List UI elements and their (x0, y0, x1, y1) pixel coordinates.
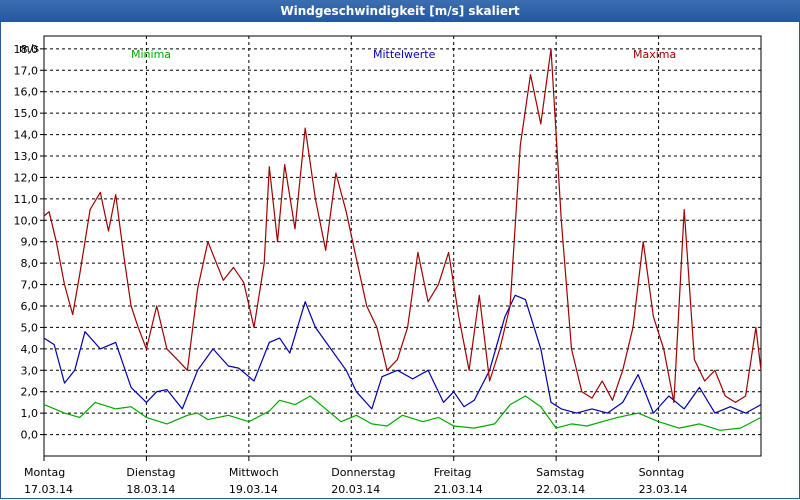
day-date-label: 22.03.14 (536, 483, 585, 496)
day-date-label: 21.03.14 (434, 483, 483, 496)
series-lines (43, 48, 762, 431)
day-date-label: 19.03.14 (229, 483, 278, 496)
y-tick-labels: 0,0 1,0 2,0 3,0 4,0 5,0 6,0 7,0 8,0 9,0 10,0 11,0 12… (14, 43, 39, 442)
y-tick-label: 1,0 (21, 407, 39, 420)
y-tick-label: 16,0 (14, 86, 39, 99)
day-name-label: Dienstag (126, 466, 175, 479)
day-name-label: Mittwoch (229, 466, 279, 479)
y-tick-label: 10,0 (14, 214, 39, 227)
day-date-label: 20.03.14 (331, 483, 380, 496)
day-name-label: Freitag (434, 466, 472, 479)
day-date-label: 23.03.14 (639, 483, 688, 496)
y-tick-label: 11,0 (14, 193, 39, 206)
day-labels: Montag 17.03.14 Dienstag 18.03.14 Mittwoch 19… (24, 466, 688, 496)
y-tick-label: 5,0 (21, 321, 39, 334)
legend-minima: Minima (131, 48, 172, 61)
chart-svg: 0,0 1,0 2,0 3,0 4,0 5,0 6,0 7,0 8,0 9,0 10,0 11,0 12… (14, 35, 762, 496)
chart-title: Windgeschwindigkeit [m/s] skaliert (0, 0, 800, 22)
series-line-maxima (43, 48, 762, 403)
legend-mittelwerte: Mittelwerte (373, 48, 436, 61)
y-tick-label: 8,0 (21, 257, 39, 270)
day-name-label: Sonntag (639, 466, 685, 479)
day-name-label: Samstag (536, 466, 584, 479)
y-tick-label: 2,0 (21, 386, 39, 399)
y-tick-label: 4,0 (21, 343, 39, 356)
y-tick-label: 0,0 (21, 429, 39, 442)
y-tick-label: 17,0 (14, 64, 39, 77)
series-line-minima (43, 395, 762, 431)
day-date-label: 17.03.14 (24, 483, 73, 496)
y-axis-label: m/s (19, 42, 39, 55)
y-tick-label: 18,0 (14, 43, 39, 56)
y-tick-label: 7,0 (21, 279, 39, 292)
y-tick-label: 9,0 (21, 236, 39, 249)
y-tick-label: 6,0 (21, 300, 39, 313)
y-tick-label: 13,0 (14, 150, 39, 163)
y-tick-label: 15,0 (14, 107, 39, 120)
grid-lines (40, 35, 762, 461)
legend-maxima: Maxima (633, 48, 677, 61)
plot-border (43, 35, 762, 457)
day-name-label: Montag (24, 466, 65, 479)
y-tick-label: 3,0 (21, 364, 39, 377)
day-name-label: Donnerstag (331, 466, 395, 479)
y-tick-label: 12,0 (14, 171, 39, 184)
day-date-label: 18.03.14 (126, 483, 175, 496)
chart-frame: 0,0 1,0 2,0 3,0 4,0 5,0 6,0 7,0 8,0 9,0 10,0 11,0 12… (0, 22, 800, 499)
y-tick-label: 14,0 (14, 129, 39, 142)
series-line-mittelwerte (43, 294, 762, 414)
